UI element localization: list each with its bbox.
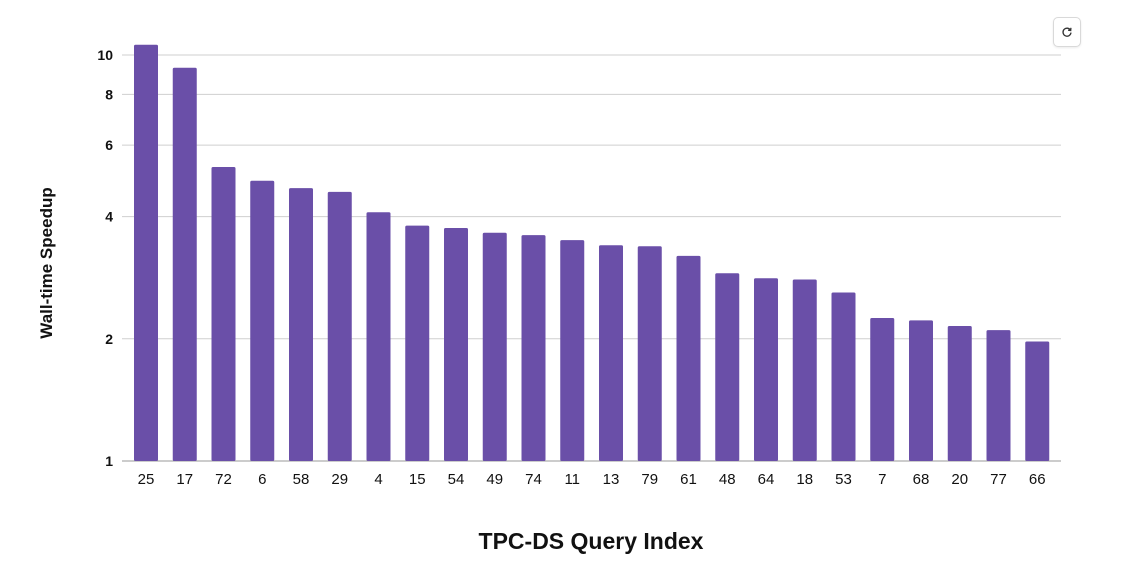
bar-query-64 <box>754 278 778 461</box>
x-tick-label: 74 <box>525 471 542 488</box>
x-tick-labels: 25 17 72 6 58 29 4 15 54 49 74 11 13 79 61 48 64 18 53 7 68 2… <box>138 471 1046 488</box>
y-axis-label: Wall-time Speedup <box>37 187 56 338</box>
bar-query-49 <box>482 232 507 461</box>
x-tick-label: 48 <box>719 471 736 488</box>
x-tick-label: 61 <box>680 471 697 488</box>
x-tick-label: 53 <box>835 471 852 488</box>
y-tick-label: 6 <box>105 137 113 153</box>
bar-query-79 <box>637 246 662 461</box>
y-tick-label: 1 <box>105 453 113 469</box>
x-tick-label: 54 <box>448 471 465 488</box>
x-tick-label: 49 <box>486 471 503 488</box>
x-tick-label: 64 <box>758 471 775 488</box>
bar-query-11 <box>560 240 585 461</box>
bar-query-4 <box>366 212 391 461</box>
x-tick-label: 6 <box>258 471 266 488</box>
bar-query-58 <box>289 188 313 461</box>
y-tick-labels: 1 2 4 6 8 10 <box>97 47 113 469</box>
y-tick-label: 10 <box>97 47 113 63</box>
y-tick-label: 8 <box>105 86 113 102</box>
x-tick-label: 20 <box>951 471 968 488</box>
bar-query-48 <box>715 273 740 461</box>
bar-query-29 <box>327 191 352 461</box>
bar-query-15 <box>405 225 430 461</box>
refresh-button[interactable] <box>1053 17 1081 47</box>
bar-query-61 <box>676 255 701 461</box>
bars <box>134 44 1050 461</box>
refresh-icon <box>1062 27 1072 37</box>
x-tick-label: 11 <box>564 471 580 488</box>
x-tick-label: 72 <box>215 471 232 488</box>
bar-query-68 <box>909 320 933 461</box>
gridlines <box>122 54 1061 462</box>
bar-query-13 <box>599 245 623 461</box>
x-tick-label: 18 <box>796 471 813 488</box>
bar-query-20 <box>947 326 972 461</box>
x-tick-label: 4 <box>374 471 382 488</box>
x-tick-label: 66 <box>1029 471 1046 488</box>
x-tick-label: 7 <box>878 471 886 488</box>
bar-query-53 <box>831 292 856 461</box>
bar-query-77 <box>986 330 1011 461</box>
x-tick-label: 68 <box>913 471 930 488</box>
bar-query-17 <box>172 67 197 461</box>
bar-query-66 <box>1025 341 1050 461</box>
x-tick-label: 13 <box>603 471 620 488</box>
page-edge <box>1072 0 1132 580</box>
x-tick-label: 29 <box>331 471 348 488</box>
bar-query-7 <box>870 318 895 461</box>
x-axis-label: TPC-DS Query Index <box>479 528 704 554</box>
bar-query-74 <box>521 235 546 461</box>
x-tick-label: 79 <box>641 471 658 488</box>
x-tick-label: 58 <box>293 471 310 488</box>
bar-query-18 <box>792 279 817 461</box>
bar-query-25 <box>134 44 158 461</box>
x-tick-label: 15 <box>409 471 426 488</box>
bar-query-72 <box>211 166 236 461</box>
x-tick-label: 77 <box>990 471 1007 488</box>
bar-query-54 <box>444 227 468 461</box>
bar-query-6 <box>250 180 275 461</box>
x-tick-label: 17 <box>176 471 193 488</box>
x-tick-label: 25 <box>138 471 155 488</box>
y-tick-label: 4 <box>105 209 113 225</box>
y-tick-label: 2 <box>105 331 113 347</box>
